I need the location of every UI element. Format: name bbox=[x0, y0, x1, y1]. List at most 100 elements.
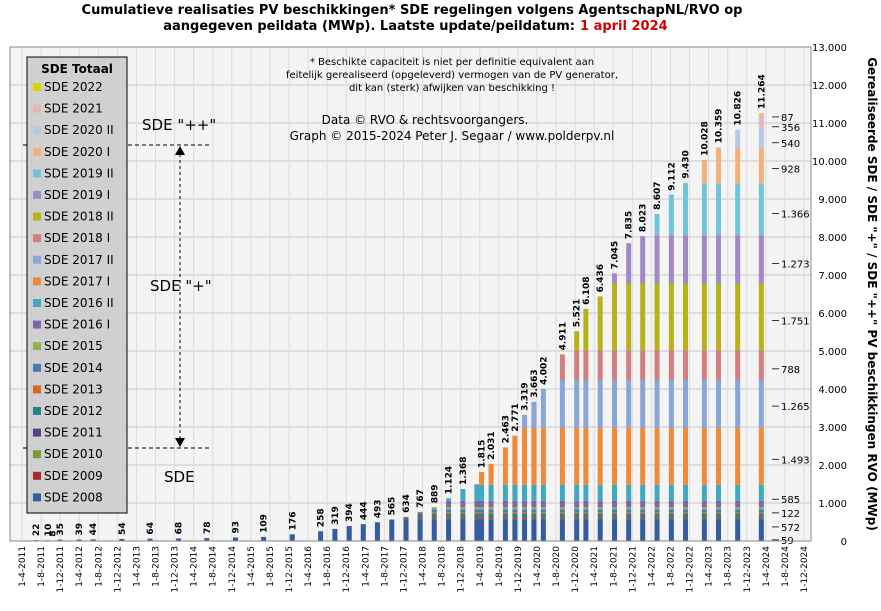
bar-segment bbox=[626, 484, 632, 501]
bar-segment bbox=[431, 512, 437, 514]
bar-segment bbox=[431, 519, 437, 541]
bar-segment bbox=[531, 500, 537, 508]
bar-stack bbox=[417, 511, 423, 541]
legend-label: SDE 2015 bbox=[44, 339, 103, 353]
total-value-label: 767 bbox=[416, 489, 426, 508]
total-value-label: 7.045 bbox=[611, 241, 621, 269]
bar-segment bbox=[701, 512, 707, 514]
y-tick-label: 8.000 bbox=[818, 233, 847, 244]
bar-stack bbox=[147, 538, 153, 541]
legend-swatch bbox=[33, 320, 41, 329]
legend-label: SDE 2019 II bbox=[44, 166, 114, 180]
total-value-label: 3.319 bbox=[521, 382, 531, 410]
bar-segment bbox=[474, 484, 480, 501]
legend-label: SDE 2017 I bbox=[44, 274, 110, 288]
bar-segment bbox=[583, 518, 589, 520]
bar-segment bbox=[502, 517, 508, 519]
total-value-label: 1.368 bbox=[459, 457, 469, 485]
bar-segment bbox=[583, 509, 589, 513]
bar-segment bbox=[640, 428, 646, 485]
bar-segment bbox=[574, 518, 580, 520]
bar-segment bbox=[460, 509, 466, 513]
bar-segment bbox=[76, 539, 82, 541]
x-tick-label: 1-4-2012 bbox=[75, 546, 85, 587]
total-value-label: 2.031 bbox=[487, 431, 497, 459]
bar-stack bbox=[374, 522, 380, 541]
x-tick-label: 1-12-2017 bbox=[399, 546, 409, 593]
bar-segment bbox=[612, 512, 618, 514]
y-tick-label: 5.000 bbox=[818, 347, 847, 358]
bar-segment bbox=[640, 236, 646, 284]
legend-item: SDE 2009 bbox=[33, 469, 103, 483]
bar-segment bbox=[716, 283, 722, 351]
bar-segment bbox=[474, 500, 480, 508]
bar-segment bbox=[597, 296, 603, 351]
bar-segment bbox=[512, 507, 518, 510]
bar-stack bbox=[559, 354, 565, 541]
bar-segment bbox=[626, 518, 632, 520]
bar-segment bbox=[683, 183, 689, 236]
y-tick-label: 9.000 bbox=[818, 195, 847, 206]
bar-segment bbox=[735, 507, 741, 510]
x-tick-label: 1-8-2022 bbox=[666, 546, 676, 587]
x-tick-label: 1-12-2016 bbox=[342, 546, 352, 593]
bar-segment bbox=[612, 273, 618, 284]
total-value-label: 2.463 bbox=[501, 415, 511, 443]
bar-segment bbox=[758, 235, 764, 284]
legend-label: SDE 2016 II bbox=[44, 296, 114, 310]
bar-segment bbox=[640, 516, 646, 518]
bar-segment bbox=[479, 518, 485, 520]
bar-segment bbox=[583, 428, 589, 485]
bar-segment bbox=[735, 517, 741, 519]
bar-segment bbox=[758, 283, 764, 351]
bar-segment bbox=[716, 147, 722, 148]
legend-label: SDE 2018 II bbox=[44, 210, 114, 224]
bar-segment bbox=[701, 516, 707, 518]
legend-swatch bbox=[33, 493, 41, 502]
total-value-label: 4.911 bbox=[558, 322, 568, 350]
bar-segment bbox=[612, 519, 618, 541]
bar-segment bbox=[716, 350, 722, 380]
bar-segment bbox=[540, 518, 546, 520]
legend-label: SDE 2009 bbox=[44, 469, 103, 483]
bar-segment bbox=[531, 428, 537, 485]
bar-stack bbox=[332, 528, 338, 541]
bar-stack bbox=[460, 489, 466, 541]
bar-segment bbox=[758, 517, 764, 519]
x-tick-label: 1-12-2019 bbox=[514, 546, 524, 593]
legend-item: SDE 2011 bbox=[33, 426, 103, 440]
bar-stack bbox=[57, 539, 63, 541]
bar-stack bbox=[119, 538, 125, 541]
bar-segment bbox=[289, 534, 295, 541]
bar-segment bbox=[701, 159, 707, 184]
bar-segment bbox=[701, 519, 707, 541]
bar-stack bbox=[701, 159, 707, 541]
bar-segment bbox=[640, 509, 646, 513]
bar-segment bbox=[540, 513, 546, 517]
bar-segment bbox=[683, 517, 689, 519]
bar-segment bbox=[654, 235, 660, 284]
chart-title-line1: Cumulatieve realisaties PV beschikkingen… bbox=[82, 3, 743, 18]
bar-segment bbox=[654, 517, 660, 519]
bar-segment bbox=[758, 500, 764, 508]
total-value-label: 8.023 bbox=[639, 204, 649, 232]
x-tick-label: 1-8-2016 bbox=[323, 546, 333, 587]
bar-segment bbox=[654, 509, 660, 513]
bar-segment bbox=[612, 507, 618, 510]
bar-stack bbox=[389, 519, 395, 541]
total-value-label: 634 bbox=[402, 494, 412, 513]
segment-labels: 595721225851.4931.2657881.7511.2731.3669… bbox=[772, 113, 810, 547]
total-value-label: 7.835 bbox=[625, 211, 635, 239]
total-value-label: 1.815 bbox=[478, 440, 488, 468]
bar-segment bbox=[597, 518, 603, 520]
bar-segment bbox=[460, 517, 466, 519]
bar-segment bbox=[512, 517, 518, 519]
legend-label: SDE 2010 bbox=[44, 447, 103, 461]
total-value-label: 3.663 bbox=[530, 369, 540, 397]
bar-segment bbox=[488, 463, 494, 485]
total-value-label: 68 bbox=[175, 522, 185, 535]
bar-stack bbox=[502, 447, 508, 541]
bar-stack bbox=[612, 273, 618, 541]
bar-segment bbox=[612, 350, 618, 380]
legend-title: SDE Totaal bbox=[41, 62, 113, 76]
